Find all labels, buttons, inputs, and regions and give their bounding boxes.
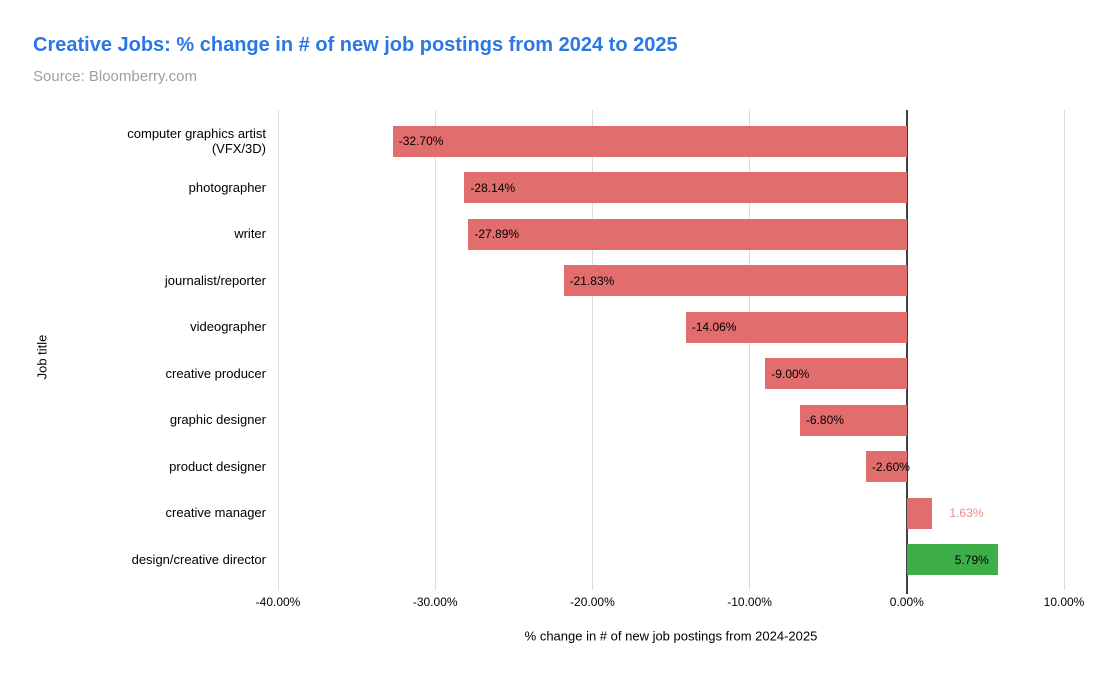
category-label: product designer (169, 458, 266, 474)
category-label: computer graphics artist (VFX/3D) (127, 125, 266, 157)
bar-design-creative-director (906, 544, 998, 576)
category-label: creative manager (165, 505, 266, 521)
x-tick-label: 0.00% (889, 595, 924, 609)
gridline (749, 110, 751, 590)
x-tick-label: -20.00% (570, 595, 615, 609)
category-label: creative producer (165, 365, 266, 381)
bar-value-label: -27.89% (474, 227, 520, 242)
chart-title: Creative Jobs: % change in # of new job … (33, 34, 678, 56)
bar-value-label: -21.83% (569, 273, 615, 288)
x-tick-label: -30.00% (412, 595, 458, 609)
gridline (1063, 110, 1065, 590)
bar-value-label: -2.60% (871, 459, 910, 474)
bar-value-label: 1.63% (949, 506, 984, 521)
category-label: videographer (190, 319, 266, 335)
category-label: writer (234, 226, 266, 242)
bar-value-label: 5.79% (954, 552, 989, 567)
category-label-row: computer graphics artist (VFX/3D) (0, 118, 266, 165)
gridline (277, 110, 279, 590)
bar-computer-graphics-artist-vfx-3d- (392, 125, 907, 157)
x-tick-label: 10.00% (1043, 595, 1085, 609)
x-axis-tick-labels: -40.00% -30.00% -20.00% -10.00% 0.00% 10.00% (0, 594, 1100, 610)
gridline (591, 110, 593, 590)
bar-videographer (685, 311, 907, 343)
bar-graphic-designer (799, 404, 907, 436)
category-label-row: product designer (0, 444, 266, 491)
gridline (434, 110, 436, 590)
bar-value-label: -32.70% (398, 134, 444, 149)
bar-value-label: -28.14% (470, 180, 516, 195)
bar-photographer (464, 172, 907, 204)
bar-value-label: -9.00% (771, 366, 810, 381)
x-axis-title: % change in # of new job postings from 2… (524, 628, 818, 644)
bar-value-label: -6.80% (805, 413, 844, 428)
chart-source: Source: Bloomberry.com (33, 68, 197, 85)
bar-writer (468, 218, 907, 250)
bar-journalist-reporter (563, 265, 907, 297)
x-tick-label: -40.00% (255, 595, 301, 609)
category-label-row: journalist/reporter (0, 258, 266, 305)
category-label: journalist/reporter (164, 272, 266, 288)
bar-creative-producer (765, 358, 907, 390)
category-label-row: creative producer (0, 351, 266, 398)
category-label: photographer (188, 179, 266, 195)
bar-value-label: -14.06% (691, 320, 737, 335)
category-label-row: creative manager (0, 490, 266, 537)
category-label: design/creative director (131, 551, 266, 567)
zero-baseline (905, 110, 908, 594)
category-label-row: photographer (0, 165, 266, 212)
category-axis-labels: computer graphics artist (VFX/3D) photogr… (0, 118, 266, 583)
bar-product-designer (865, 451, 907, 483)
category-label: graphic designer (169, 412, 266, 428)
category-label-row: design/creative director (0, 537, 266, 584)
category-label-row: graphic designer (0, 397, 266, 444)
category-label-row: videographer (0, 304, 266, 351)
x-tick-label: -10.00% (727, 595, 772, 609)
bar-creative-manager (906, 497, 933, 529)
plot-area: -32.70% -28.14% -27.89% -21.83% -14.06% -9.00… (277, 110, 1065, 594)
category-label-row: writer (0, 211, 266, 258)
